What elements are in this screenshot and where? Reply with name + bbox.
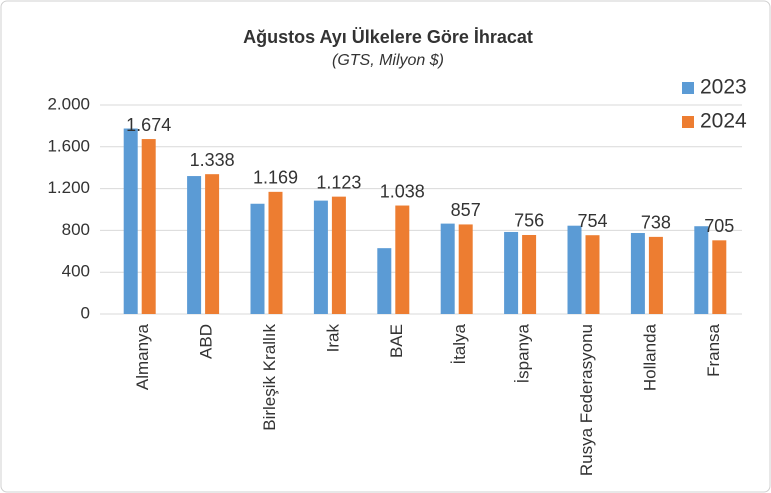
x-tick-label: Hollanda bbox=[640, 323, 659, 391]
bar bbox=[313, 200, 328, 314]
legend-swatch bbox=[682, 82, 694, 94]
data-label: 857 bbox=[451, 200, 481, 220]
bar bbox=[205, 174, 220, 314]
data-label: 756 bbox=[514, 211, 544, 231]
bar bbox=[187, 176, 202, 314]
x-tick-label: Fransa bbox=[704, 323, 723, 376]
data-label: 705 bbox=[704, 216, 734, 236]
data-label: 1.674 bbox=[126, 115, 171, 135]
data-label: 1.038 bbox=[380, 181, 425, 201]
chart-title: Ağustos Ayı Ülkelere Göre İhracat bbox=[243, 27, 533, 47]
x-tick-label: ABD bbox=[197, 324, 216, 359]
y-tick-label: 800 bbox=[62, 220, 90, 239]
bar bbox=[331, 196, 346, 314]
bar bbox=[504, 231, 519, 314]
chart-subtitle: (GTS, Milyon $) bbox=[332, 52, 444, 69]
x-tick-label: Irak bbox=[323, 324, 342, 353]
bar bbox=[458, 224, 473, 314]
legend-swatch bbox=[682, 116, 694, 128]
bar bbox=[694, 226, 709, 314]
bar bbox=[141, 139, 156, 314]
data-label: 1.123 bbox=[316, 172, 361, 192]
bar bbox=[585, 235, 600, 314]
bar bbox=[522, 234, 537, 314]
data-label: 754 bbox=[577, 211, 607, 231]
legend-label: 2023 bbox=[700, 76, 747, 99]
bar bbox=[630, 233, 645, 314]
bar bbox=[377, 248, 392, 314]
bar bbox=[567, 225, 582, 314]
y-tick-label: 400 bbox=[62, 262, 90, 281]
data-label: 1.338 bbox=[190, 150, 235, 170]
bar bbox=[395, 205, 410, 314]
y-tick-label: 2.000 bbox=[47, 94, 90, 113]
bar bbox=[268, 191, 283, 314]
bar bbox=[250, 203, 265, 314]
data-label: 1.169 bbox=[253, 168, 298, 188]
bar bbox=[440, 223, 455, 314]
bar bbox=[123, 128, 138, 314]
x-tick-label: İspanya bbox=[514, 323, 533, 383]
data-label: 738 bbox=[641, 213, 671, 233]
y-tick-label: 0 bbox=[81, 303, 90, 322]
bar bbox=[712, 240, 727, 314]
x-tick-label: Almanya bbox=[133, 323, 152, 390]
x-tick-label: Birleşik Krallık bbox=[260, 324, 279, 431]
x-tick-label: Rusya Federasyonu bbox=[577, 324, 596, 476]
y-tick-label: 1.600 bbox=[47, 136, 90, 155]
legend-label: 2024 bbox=[700, 110, 747, 133]
y-tick-label: 1.200 bbox=[47, 178, 90, 197]
x-tick-label: BAE bbox=[387, 324, 406, 358]
bar bbox=[648, 236, 663, 314]
x-tick-label: İtalya bbox=[450, 323, 469, 364]
